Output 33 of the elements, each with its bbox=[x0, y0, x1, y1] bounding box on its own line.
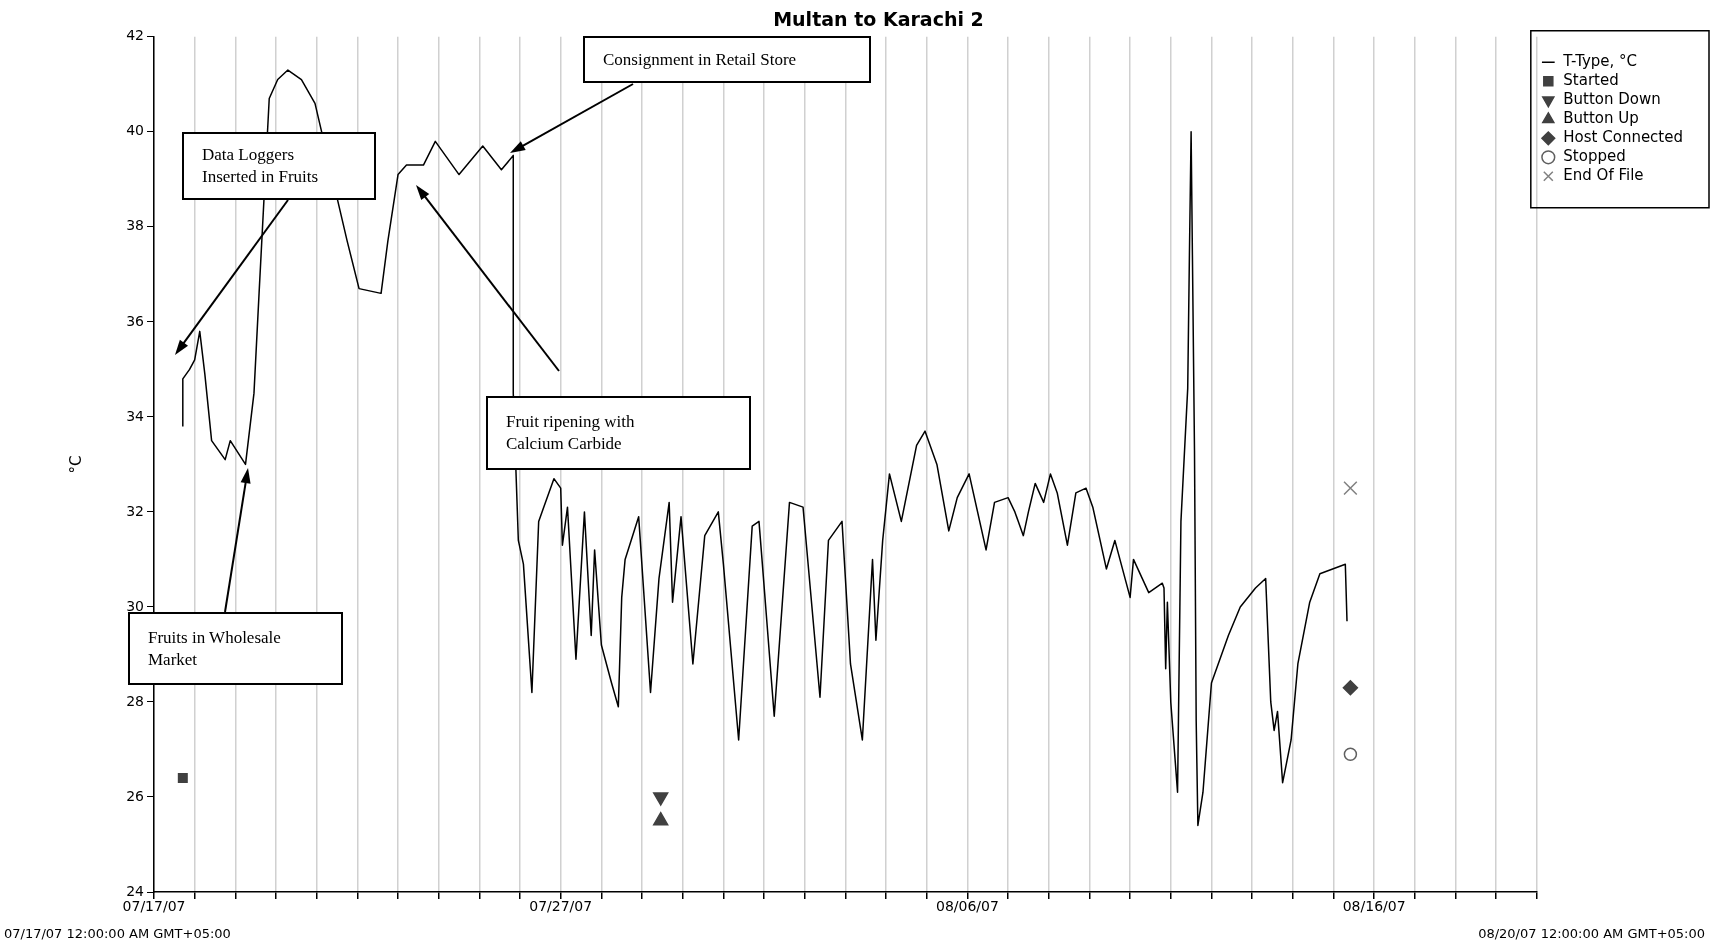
text: 08/20/07 12:00:00 AM GMT+05:00 bbox=[1478, 925, 1705, 941]
y-tick-label: 42 bbox=[126, 27, 144, 44]
y-tick-label: 24 bbox=[126, 882, 145, 899]
note-box: Consignment in Retail Store bbox=[583, 36, 871, 83]
y-axis-title: °C bbox=[66, 455, 85, 474]
y-tick-label: 30 bbox=[126, 597, 144, 614]
y-tick-label: 26 bbox=[126, 787, 145, 804]
y-tick-label: 28 bbox=[126, 692, 144, 709]
chart-title: Multan to Karachi 2 bbox=[773, 8, 984, 31]
y-tick-label: 38 bbox=[126, 217, 144, 234]
legend-label: Started bbox=[1563, 71, 1619, 90]
x-tick-label: 08/16/07 bbox=[1342, 898, 1406, 915]
y-tick-label: 32 bbox=[126, 502, 144, 519]
text: 07/17/07 12:00:00 AM GMT+05:00 bbox=[4, 925, 231, 941]
y-tick-label: 40 bbox=[126, 122, 144, 139]
annotation: Consignment in Retail Store bbox=[603, 48, 798, 71]
note-box: Fruit ripening with Calcium Carbide bbox=[486, 396, 751, 470]
legend-label: Host Connected bbox=[1563, 128, 1684, 147]
annotation: Fruits in Wholesale Market bbox=[148, 626, 282, 671]
x-tick-label: 07/17/07 bbox=[122, 898, 186, 915]
legend-label: Button Up bbox=[1563, 109, 1639, 128]
legend-label: End Of File bbox=[1563, 166, 1644, 185]
note-box: Data Loggers Inserted in Fruits bbox=[182, 132, 376, 200]
note-box: Fruits in Wholesale Market bbox=[128, 612, 343, 685]
annotation: Data Loggers Inserted in Fruits bbox=[202, 144, 320, 188]
y-tick-label: 36 bbox=[126, 312, 145, 329]
legend-label: T-Type, °C bbox=[1562, 52, 1638, 71]
y-tick-label: 34 bbox=[126, 407, 145, 424]
legend-label: Button Down bbox=[1563, 90, 1661, 109]
annotation: Fruit ripening with Calcium Carbide bbox=[506, 411, 636, 455]
x-tick-label: 07/27/07 bbox=[529, 898, 593, 915]
legend-label: Stopped bbox=[1563, 147, 1626, 166]
x-tick-label: 08/06/07 bbox=[935, 898, 999, 915]
